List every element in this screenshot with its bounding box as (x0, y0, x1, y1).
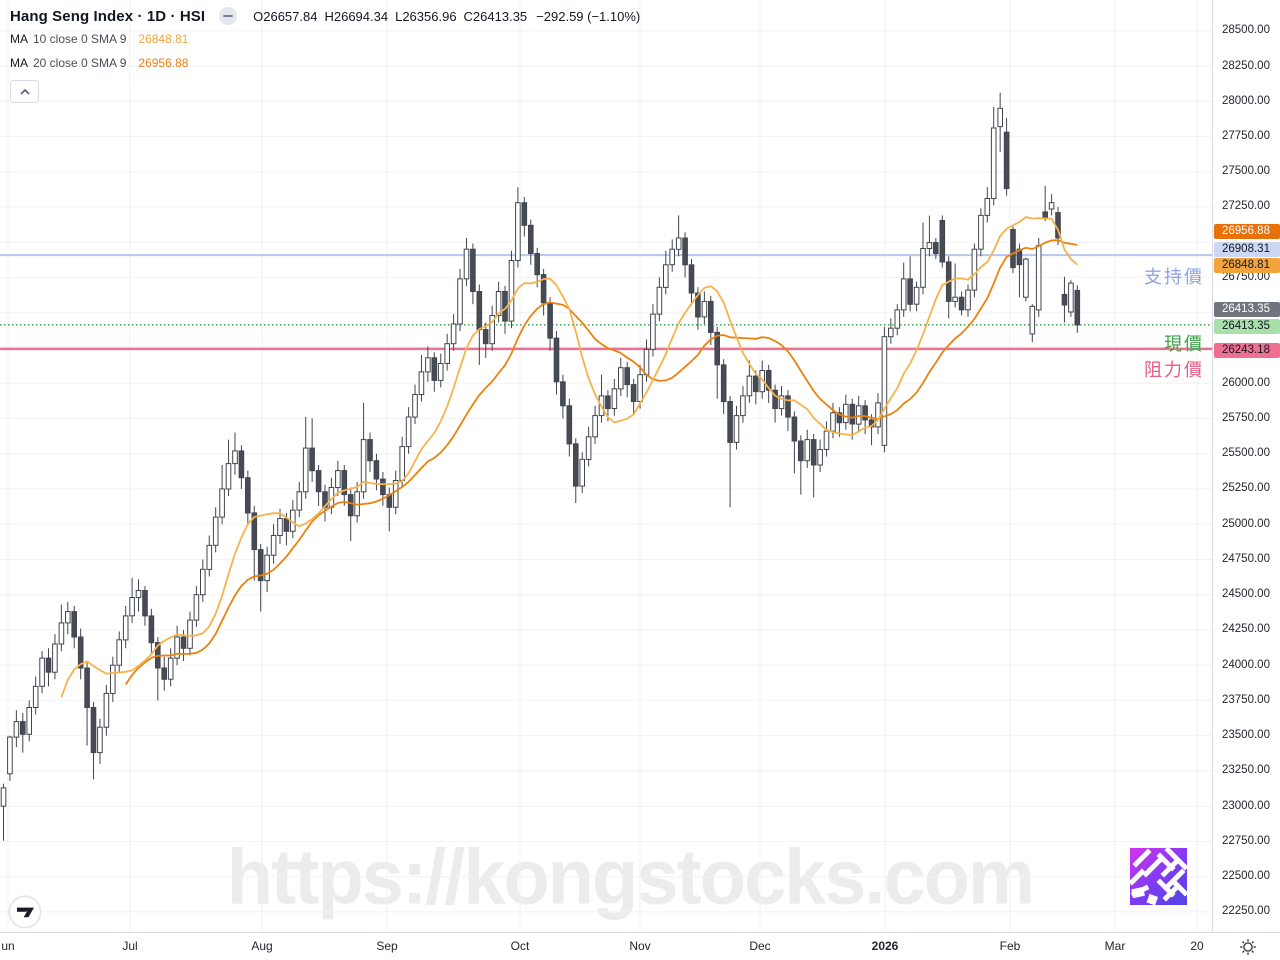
y-axis-tick: 26750.00 (1222, 270, 1270, 283)
y-axis-tick: 27500.00 (1222, 165, 1270, 178)
indicator-rows: MA 10 close 0 SMA 9 26848.81 MA 20 close 0 S… (10, 28, 640, 74)
x-axis-label: 20 (1190, 939, 1204, 953)
y-axis-tick: 25750.00 (1222, 411, 1270, 424)
ma10-line (60, 216, 1078, 698)
x-axis-label: 2026 (871, 939, 899, 953)
moving-average-lines (60, 216, 1078, 698)
y-axis-tick: 22500.00 (1222, 870, 1270, 883)
y-axis-tick: 28000.00 (1222, 94, 1270, 107)
x-axis-label: Mar (1104, 939, 1126, 953)
indicator-row-ma20: MA 20 close 0 SMA 9 26956.88 (10, 52, 640, 74)
tradingview-logo[interactable] (8, 895, 42, 934)
y-axis-tick: 25250.00 (1222, 482, 1270, 495)
indicator-name: MA (10, 56, 28, 70)
y-axis-tick: 27750.00 (1222, 129, 1270, 142)
x-axis-label: Jul (122, 939, 138, 953)
kongstocks-logo (1130, 848, 1187, 905)
x-axis-label: Dec (749, 939, 771, 953)
y-axis-tick: 28500.00 (1222, 24, 1270, 37)
ohlc-h: H26694.34 (324, 8, 389, 24)
hide-indicator-icon[interactable] (219, 7, 238, 25)
grid-lines (0, 0, 1212, 932)
indicator-value: 26956.88 (138, 56, 189, 70)
level-label: 阻力價 (1144, 360, 1204, 380)
ohlc-values: O26657.84 H26694.34 L26356.96 C26413.35 (253, 9, 534, 24)
ohlc-o: O26657.84 (253, 8, 318, 24)
y-axis-tick: 23250.00 (1222, 764, 1270, 777)
x-axis-label: un (1, 939, 15, 953)
level-lines (0, 254, 1212, 351)
y-axis-tick: 27250.00 (1222, 200, 1270, 213)
change-value: −292.59 (−1.10%) (536, 8, 641, 24)
candles-layer (0, 92, 1081, 841)
x-axis-label: Nov (629, 939, 651, 953)
settings-gear-icon[interactable] (1239, 938, 1257, 956)
chevron-up-icon (19, 88, 30, 95)
indicator-params: 20 close 0 SMA 9 (33, 56, 127, 70)
symbol-title[interactable]: Hang Seng Index · 1D · HSI (10, 7, 206, 25)
x-axis-label: Sep (376, 939, 398, 953)
y-axis-tick: 24000.00 (1222, 658, 1270, 671)
axis-corner (1212, 932, 1280, 960)
y-axis-tick: 26000.00 (1222, 376, 1270, 389)
chart-pane[interactable] (0, 0, 1212, 932)
ohlc-l: L26356.96 (395, 8, 457, 24)
x-axis-label: Aug (251, 939, 273, 953)
y-axis-tick: 25000.00 (1222, 517, 1270, 530)
y-axis-tick: 22250.00 (1222, 905, 1270, 918)
x-axis-label: Feb (999, 939, 1021, 953)
price-badge: 26413.35 (1214, 302, 1280, 318)
y-axis-tick: 23750.00 (1222, 693, 1270, 706)
y-axis-tick: 24250.00 (1222, 623, 1270, 636)
ma20-line (124, 239, 1078, 686)
y-axis-tick: 28250.00 (1222, 59, 1270, 72)
indicator-params: 10 close 0 SMA 9 (33, 32, 127, 46)
ohlc-c: C26413.35 (463, 8, 528, 24)
y-axis-tick: 24750.00 (1222, 553, 1270, 565)
price-badge: 26908.31 (1214, 241, 1280, 257)
y-axis-tick: 24500.00 (1222, 588, 1270, 601)
y-axis-tick: 23000.00 (1222, 799, 1270, 812)
indicator-value: 26848.81 (138, 32, 189, 46)
price-badge: 26243.18 (1214, 343, 1280, 359)
chart-header: Hang Seng Index · 1D · HSI O26657.84 H266… (10, 6, 640, 103)
price-badge: 26413.35 (1214, 319, 1280, 335)
indicator-row-ma10: MA 10 close 0 SMA 9 26848.81 (10, 28, 640, 50)
y-axis-tick: 25500.00 (1222, 447, 1270, 460)
price-badge: 26956.88 (1214, 223, 1280, 239)
y-axis-tick: 22750.00 (1222, 834, 1270, 847)
time-axis[interactable]: un Jul Aug Sep Oct Nov Dec 2026 Feb Mar 20 (0, 932, 1212, 960)
x-axis-label: Oct (510, 939, 530, 953)
y-axis-tick: 23500.00 (1222, 729, 1270, 742)
indicator-name: MA (10, 32, 28, 46)
collapse-button[interactable] (10, 80, 39, 103)
level-label: 支持價 (1144, 267, 1204, 287)
level-label: 現價 (1164, 334, 1204, 354)
price-badge: 26848.81 (1214, 258, 1280, 273)
price-axis[interactable]: 22250.00 22500.00 22750.00 23000.00 23250.00… (1212, 0, 1280, 932)
